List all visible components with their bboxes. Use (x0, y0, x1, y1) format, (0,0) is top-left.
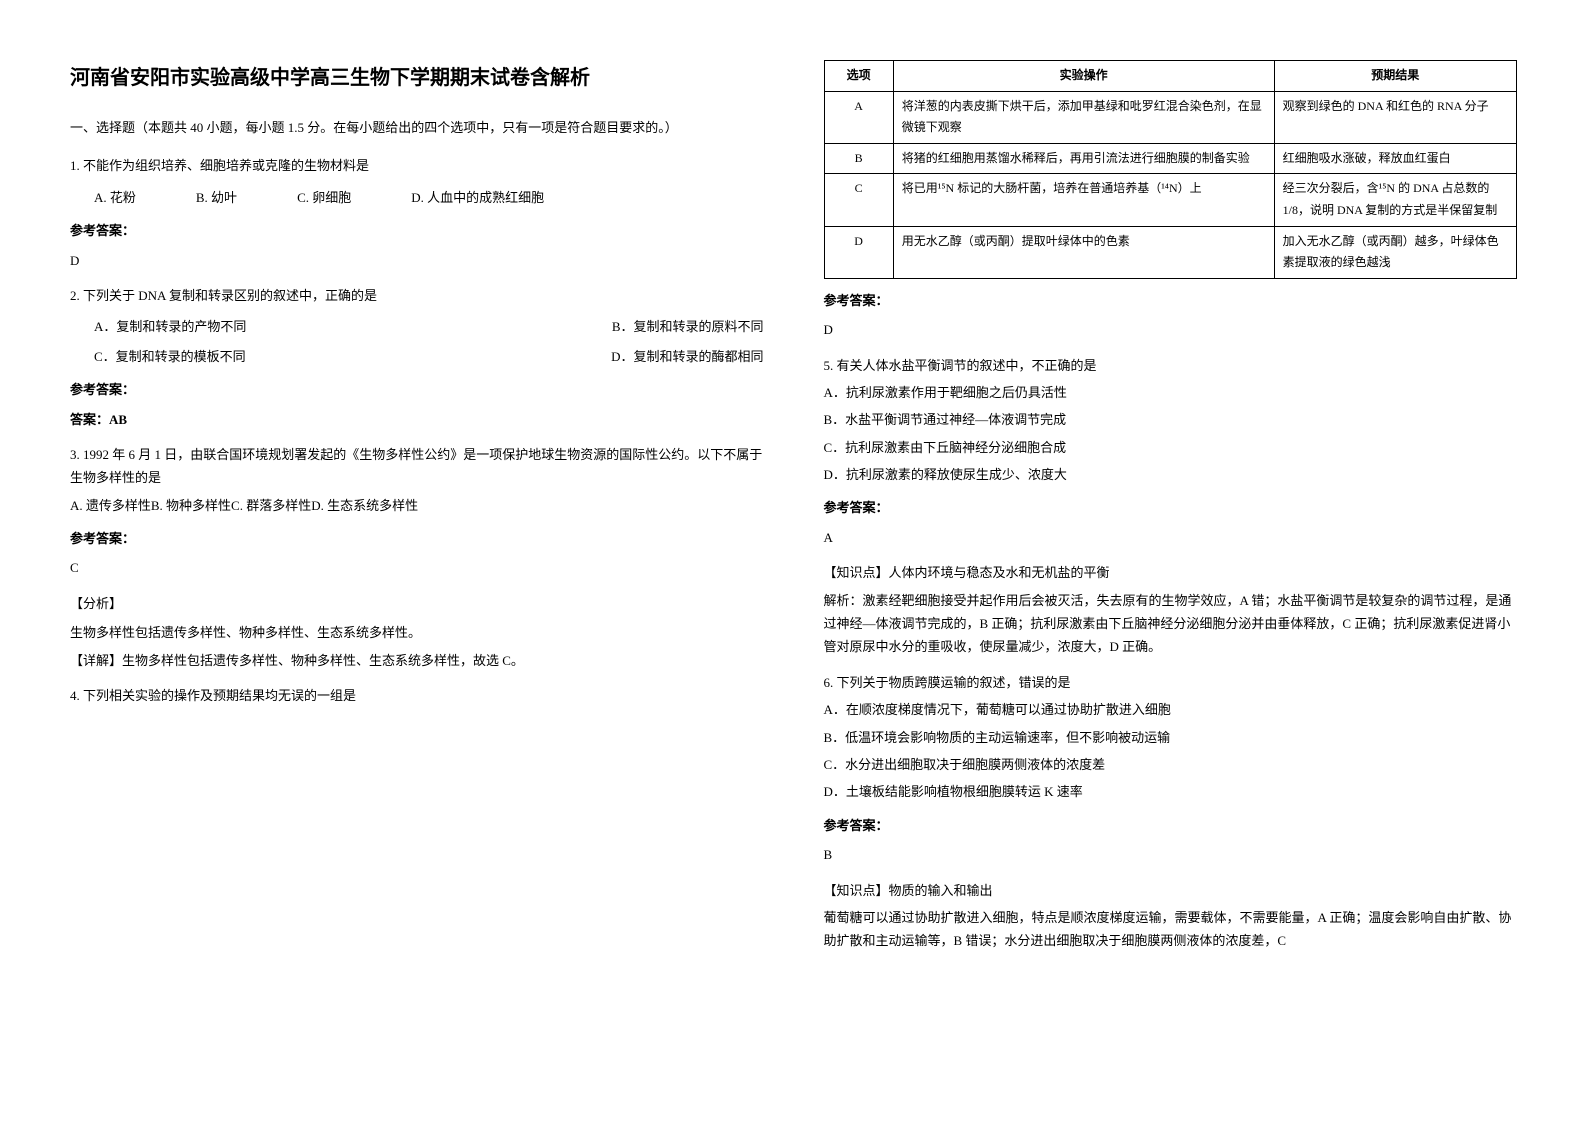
option-c: C. 卵细胞 (297, 186, 351, 209)
options-block: A．复制和转录的产物不同 B．复制和转录的原料不同 C．复制和转录的模板不同 D… (94, 315, 764, 368)
question-1: 1. 不能作为组织培养、细胞培养或克隆的生物材料是 A. 花粉 B. 幼叶 C.… (70, 154, 764, 272)
question-4: 4. 下列相关实验的操作及预期结果均无误的一组是 (70, 684, 764, 707)
option-a: A．在顺浓度梯度情况下，葡萄糖可以通过协助扩散进入细胞 (824, 698, 1518, 721)
cell-exp: 用无水乙醇（或丙酮）提取叶绿体中的色素 (893, 226, 1274, 278)
cell-exp: 将洋葱的内表皮撕下烘干后，添加甲基绿和吡罗红混合染色剂，在显微镜下观察 (893, 91, 1274, 143)
analysis-text: 葡萄糖可以通过协助扩散进入细胞，特点是顺浓度梯度运输，需要载体，不需要能量，A … (824, 906, 1518, 953)
detail-text: 【详解】生物多样性包括遗传多样性、物种多样性、生态系统多样性，故选 C。 (70, 649, 764, 672)
header-option: 选项 (824, 61, 893, 92)
option-b: B．低温环境会影响物质的主动运输速率，但不影响被动运输 (824, 726, 1518, 749)
left-column: 河南省安阳市实验高级中学高三生物下学期期末试卷含解析 一、选择题（本题共 40 … (40, 60, 794, 965)
answer-label: 参考答案： (824, 496, 1518, 519)
cell-res: 红细胞吸水涨破，释放血红蛋白 (1274, 143, 1516, 174)
question-text: 3. 1992 年 6 月 1 日，由联合国环境规划署发起的《生物多样性公约》是… (70, 443, 764, 490)
question-3: 3. 1992 年 6 月 1 日，由联合国环境规划署发起的《生物多样性公约》是… (70, 443, 764, 672)
option-c: C．水分进出细胞取决于细胞膜两侧液体的浓度差 (824, 753, 1518, 776)
analysis-label: 【分析】 (70, 592, 764, 615)
answer-value: 答案：AB (70, 408, 764, 431)
knowledge-label: 【知识点】人体内环境与稳态及水和无机盐的平衡 (824, 561, 1518, 584)
cell-opt: B (824, 143, 893, 174)
option-c: C．抗利尿激素由下丘脑神经分泌细胞合成 (824, 436, 1518, 459)
option-d: D．土壤板结能影响植物根细胞膜转运 K 速率 (824, 780, 1518, 803)
question-text: 6. 下列关于物质跨膜运输的叙述，错误的是 (824, 671, 1518, 694)
option-b: B. 幼叶 (196, 186, 237, 209)
cell-opt: D (824, 226, 893, 278)
cell-res: 观察到绿色的 DNA 和红色的 RNA 分子 (1274, 91, 1516, 143)
answer-value: C (70, 556, 764, 579)
question-2: 2. 下列关于 DNA 复制和转录区别的叙述中，正确的是 A．复制和转录的产物不… (70, 284, 764, 431)
question-text: 2. 下列关于 DNA 复制和转录区别的叙述中，正确的是 (70, 284, 764, 307)
answer-value: D (70, 249, 764, 272)
question-5: 5. 有关人体水盐平衡调节的叙述中，不正确的是 A．抗利尿激素作用于靶细胞之后仍… (824, 354, 1518, 659)
option-a: A. 花粉 (94, 186, 136, 209)
option-d: D. 人血中的成熟红细胞 (411, 186, 544, 209)
option-a: A．抗利尿激素作用于靶细胞之后仍具活性 (824, 381, 1518, 404)
page-title: 河南省安阳市实验高级中学高三生物下学期期末试卷含解析 (70, 60, 764, 96)
option-d: D．复制和转录的酶都相同 (611, 345, 763, 368)
option-c: C．复制和转录的模板不同 (94, 345, 246, 368)
answer-value: B (824, 843, 1518, 866)
cell-res: 加入无水乙醇（或丙酮）越多，叶绿体色素提取液的绿色越浅 (1274, 226, 1516, 278)
analysis-text: 解析：激素经靶细胞接受并起作用后会被灭活，失去原有的生物学效应，A 错；水盐平衡… (824, 589, 1518, 659)
table-row: D 用无水乙醇（或丙酮）提取叶绿体中的色素 加入无水乙醇（或丙酮）越多，叶绿体色… (824, 226, 1517, 278)
cell-res: 经三次分裂后，含¹⁵N 的 DNA 占总数的 1/8，说明 DNA 复制的方式是… (1274, 174, 1516, 226)
answer-label: 参考答案： (70, 219, 764, 242)
header-result: 预期结果 (1274, 61, 1516, 92)
option-a: A．复制和转录的产物不同 (94, 315, 246, 338)
answer-label: 参考答案： (824, 814, 1518, 837)
answer-label: 参考答案： (70, 527, 764, 550)
header-experiment: 实验操作 (893, 61, 1274, 92)
option-b: B．复制和转录的原料不同 (612, 315, 764, 338)
answer-value: A (824, 526, 1518, 549)
answer-label: 参考答案： (70, 378, 764, 401)
knowledge-label: 【知识点】物质的输入和输出 (824, 879, 1518, 902)
cell-opt: A (824, 91, 893, 143)
analysis-text: 生物多样性包括遗传多样性、物种多样性、生态系统多样性。 (70, 621, 764, 644)
table-row: B 将猪的红细胞用蒸馏水稀释后，再用引流法进行细胞膜的制备实验 红细胞吸水涨破，… (824, 143, 1517, 174)
right-column: 选项 实验操作 预期结果 A 将洋葱的内表皮撕下烘干后，添加甲基绿和吡罗红混合染… (794, 60, 1548, 965)
section-header: 一、选择题（本题共 40 小题，每小题 1.5 分。在每小题给出的四个选项中，只… (70, 116, 764, 139)
answer-value: D (824, 318, 1518, 341)
options-line: A. 遗传多样性B. 物种多样性C. 群落多样性D. 生态系统多样性 (70, 494, 764, 517)
table-header-row: 选项 实验操作 预期结果 (824, 61, 1517, 92)
options-row: A. 花粉 B. 幼叶 C. 卵细胞 D. 人血中的成熟红细胞 (94, 186, 764, 209)
table-row: A 将洋葱的内表皮撕下烘干后，添加甲基绿和吡罗红混合染色剂，在显微镜下观察 观察… (824, 91, 1517, 143)
option-b: B．水盐平衡调节通过神经—体液调节完成 (824, 408, 1518, 431)
cell-opt: C (824, 174, 893, 226)
experiment-table: 选项 实验操作 预期结果 A 将洋葱的内表皮撕下烘干后，添加甲基绿和吡罗红混合染… (824, 60, 1518, 279)
option-d: D．抗利尿激素的释放使尿生成少、浓度大 (824, 463, 1518, 486)
cell-exp: 将猪的红细胞用蒸馏水稀释后，再用引流法进行细胞膜的制备实验 (893, 143, 1274, 174)
table-row: C 将已用¹⁵N 标记的大肠杆菌，培养在普通培养基（¹⁴N）上 经三次分裂后，含… (824, 174, 1517, 226)
question-text: 4. 下列相关实验的操作及预期结果均无误的一组是 (70, 684, 764, 707)
cell-exp: 将已用¹⁵N 标记的大肠杆菌，培养在普通培养基（¹⁴N）上 (893, 174, 1274, 226)
question-text: 5. 有关人体水盐平衡调节的叙述中，不正确的是 (824, 354, 1518, 377)
answer-label: 参考答案： (824, 289, 1518, 312)
question-text: 1. 不能作为组织培养、细胞培养或克隆的生物材料是 (70, 154, 764, 177)
question-6: 6. 下列关于物质跨膜运输的叙述，错误的是 A．在顺浓度梯度情况下，葡萄糖可以通… (824, 671, 1518, 953)
